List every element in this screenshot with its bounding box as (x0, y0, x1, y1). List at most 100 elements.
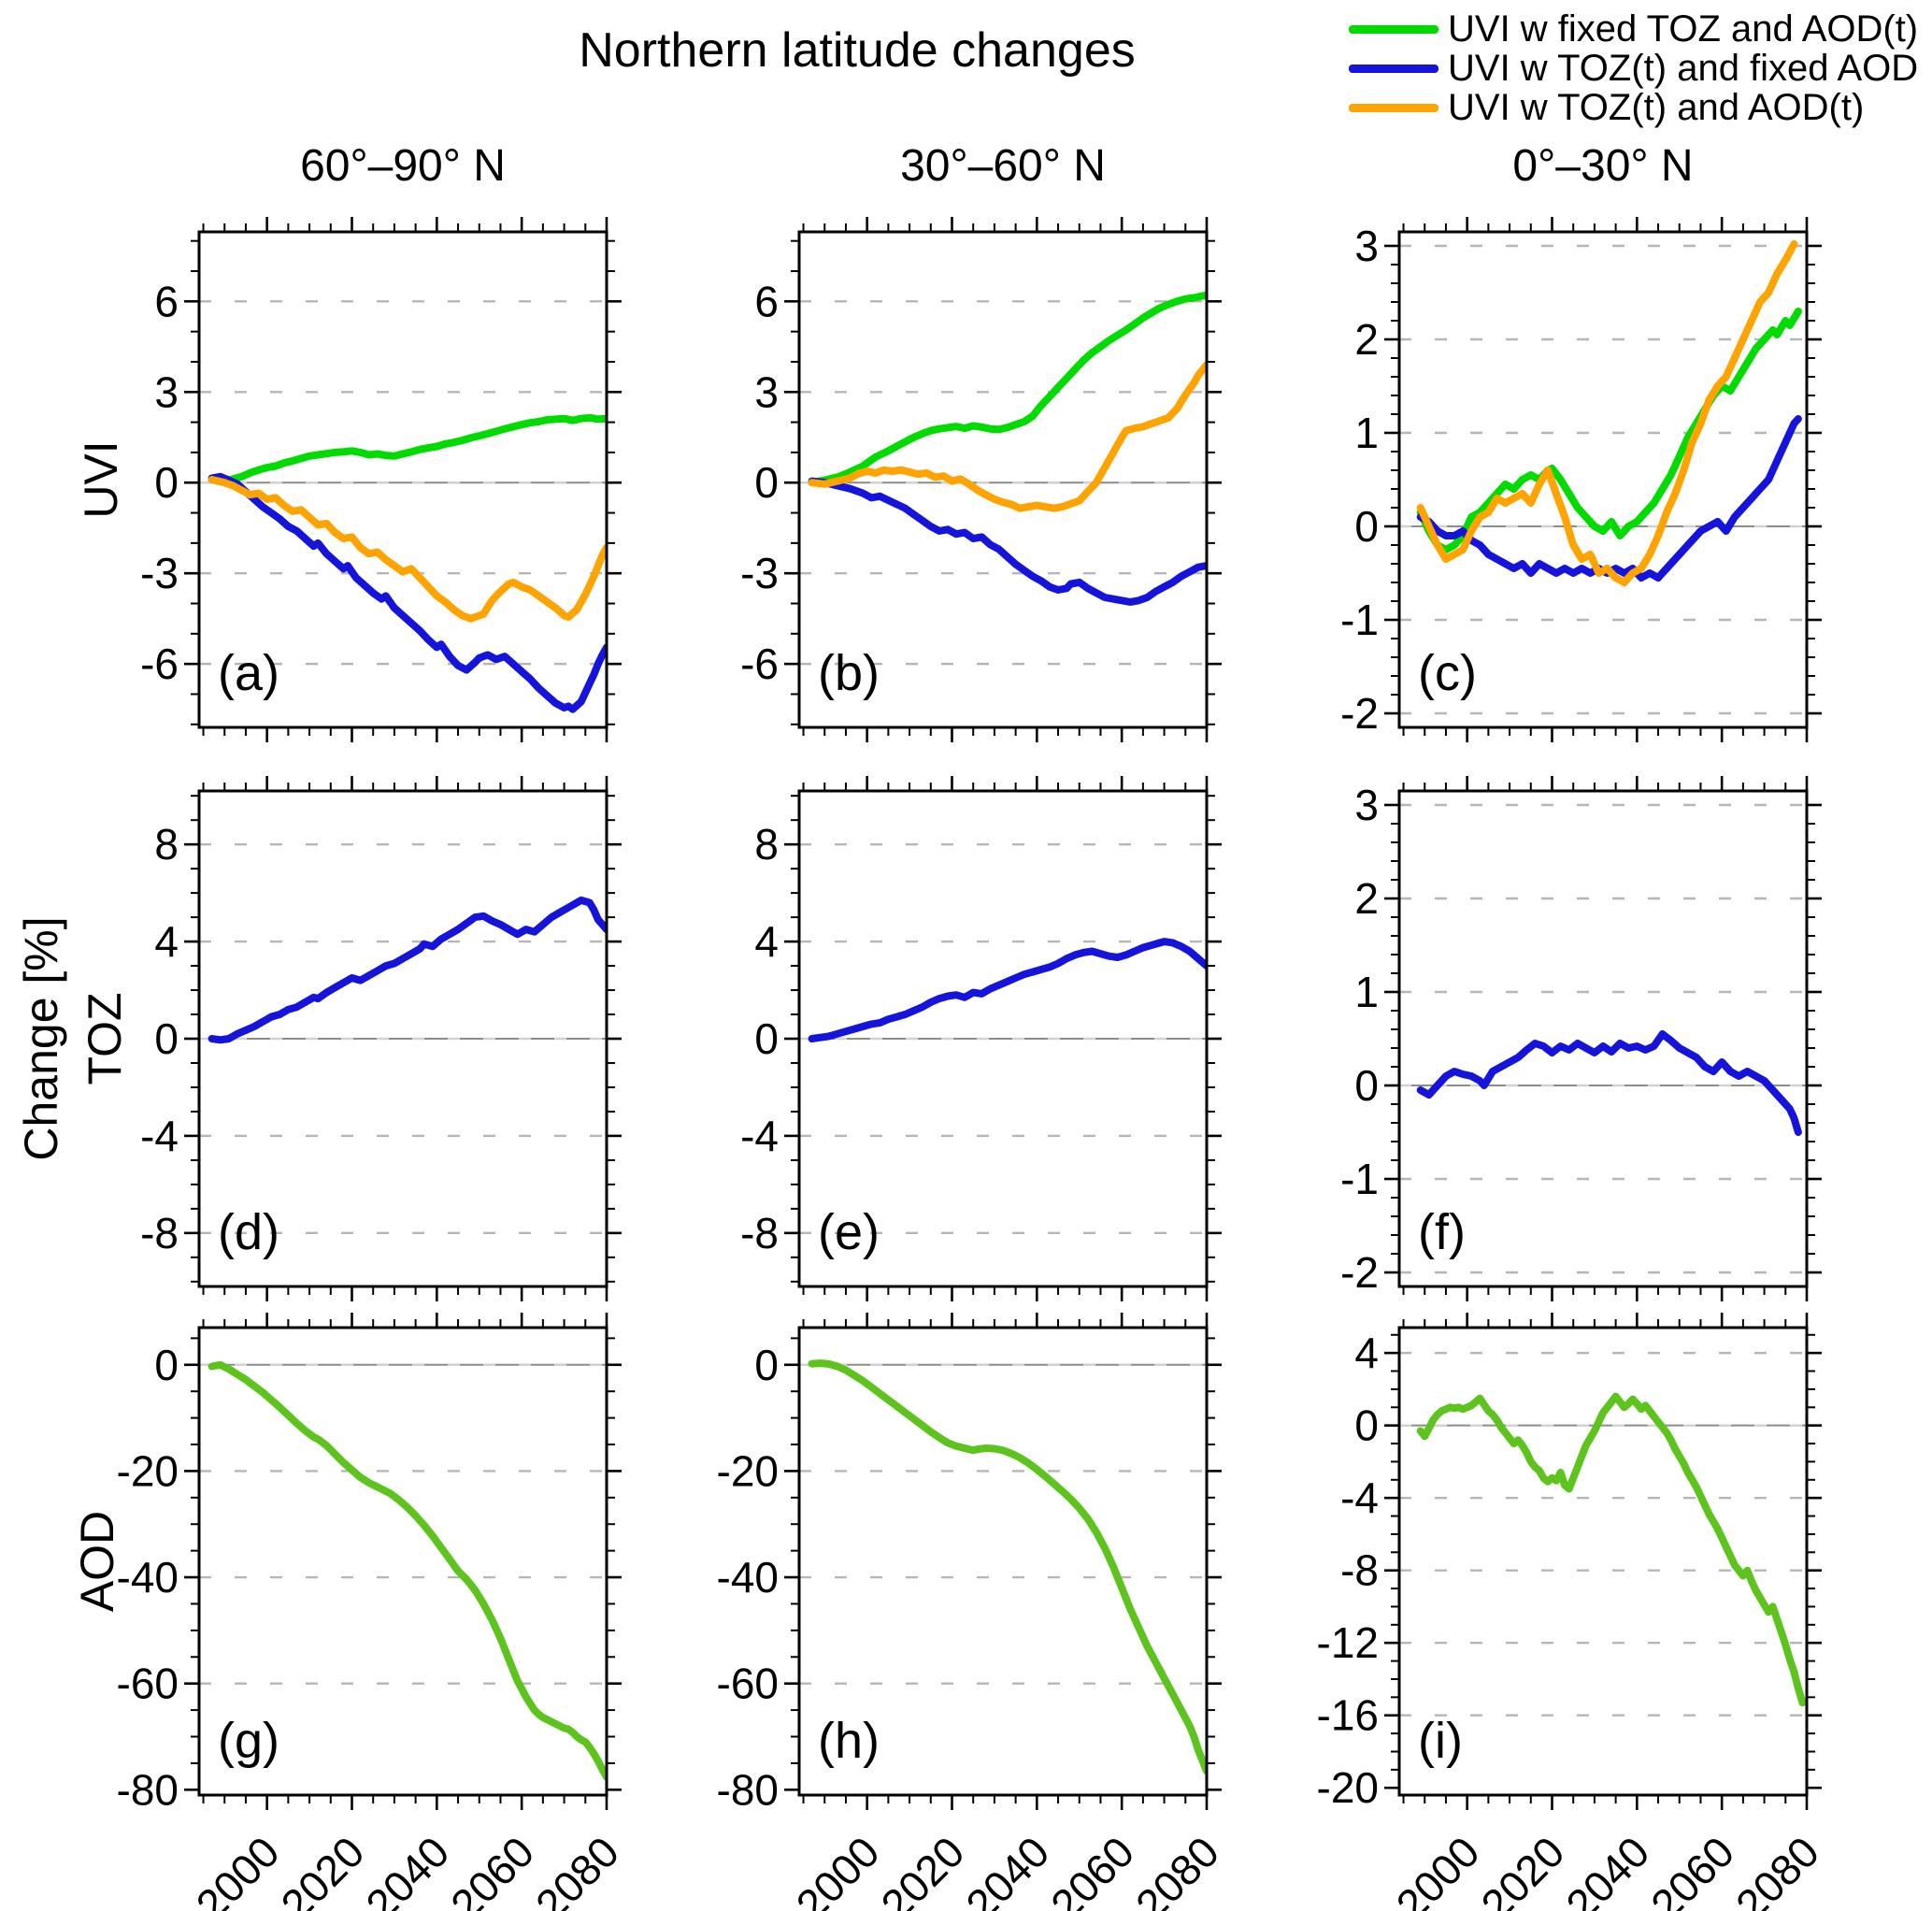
y-tick-label: -2 (1340, 689, 1379, 738)
row-label-uvi: UVI (75, 440, 127, 519)
column-title-60-90N: 60°–90° N (300, 141, 506, 191)
y-tick-label: 0 (154, 458, 179, 507)
panel-letter: (i) (1418, 1713, 1463, 1769)
y-tick-label: 1 (1354, 968, 1379, 1016)
plot-frame (1397, 230, 1809, 729)
y-tick-label: 1 (1354, 409, 1379, 457)
x-tick-label: 2040 (356, 1827, 458, 1911)
y-tick-label: -3 (740, 549, 779, 597)
x-tick-label: 2060 (1041, 1827, 1143, 1911)
panel-e: 8 4 0 -4 -8 (e) (740, 776, 1222, 1301)
x-tick-label: 2000 (1387, 1827, 1489, 1911)
y-tick-label: -80 (717, 1765, 779, 1814)
y-tick-label: -8 (740, 1209, 779, 1257)
x-tick-label: 2040 (956, 1827, 1058, 1911)
x-tick-label: 2080 (1126, 1827, 1228, 1911)
legend-swatch-blue (1349, 64, 1438, 73)
legend-item: UVI w TOZ(t) and AOD(t) (1349, 86, 1918, 128)
y-tick-label: 3 (754, 367, 779, 416)
column-title-0-30N: 0°–30° N (1512, 141, 1694, 191)
series-line-aod_green (208, 1360, 608, 1781)
y-tick-label: 0 (754, 1014, 779, 1063)
y-tick-label: 6 (754, 277, 779, 325)
y-tick-label: 0 (154, 1341, 179, 1389)
legend-label: UVI w TOZ(t) and AOD(t) (1448, 86, 1865, 128)
series-line-blue (1416, 415, 1802, 582)
y-tick-label: -20 (1317, 1763, 1379, 1812)
legend-label: UVI w fixed TOZ and AOD(t) (1448, 7, 1919, 50)
panel-letter: (g) (218, 1713, 279, 1769)
y-tick-label: 4 (154, 917, 179, 966)
y-tick-label: 0 (1354, 502, 1379, 551)
y-tick-label: -6 (740, 639, 779, 688)
panel-f: 3 2 1 0 -1 -2 (f) (1340, 776, 1822, 1301)
y-tick-label: 2 (1354, 315, 1379, 364)
legend-label: UVI w TOZ(t) and fixed AOD (1448, 47, 1919, 89)
panel-letter: (d) (218, 1204, 279, 1260)
x-tick-label: 2020 (271, 1827, 373, 1911)
legend-swatch-green (1349, 24, 1438, 34)
plot-frame (797, 230, 1209, 729)
y-tick-label: 6 (154, 277, 179, 325)
panel-letter: (f) (1418, 1204, 1466, 1260)
y-tick-label: 8 (154, 820, 179, 869)
panel-letter: (a) (218, 645, 279, 701)
x-tick-label: 2000 (187, 1827, 289, 1911)
legend: UVI w fixed TOZ and AOD(t) UVI w TOZ(t) … (1349, 7, 1919, 128)
y-tick-label: -1 (1340, 596, 1379, 644)
plot-frame (197, 230, 608, 729)
y-tick-label: 4 (1354, 1329, 1379, 1377)
y-tick-label: 0 (754, 1341, 779, 1389)
y-tick-label: -4 (1340, 1473, 1379, 1522)
x-tick-label: 2080 (1726, 1827, 1828, 1911)
series-line-aod_green (1416, 1392, 1807, 1707)
y-tick-label: -8 (140, 1209, 179, 1257)
x-tick-label: 2060 (441, 1827, 543, 1911)
plot-frame (197, 1326, 608, 1797)
figure-title: Northern latitude changes (579, 23, 1136, 78)
series-line-green (808, 291, 1208, 487)
series-line-green (1416, 308, 1802, 553)
row-label-toz: TOZ (79, 992, 131, 1085)
x-tick-label: 2000 (787, 1827, 889, 1911)
x-tick-label: 2020 (1471, 1827, 1573, 1911)
plot-frame (1397, 1326, 1809, 1797)
series-line-blue (208, 896, 608, 1044)
y-tick-label: -20 (717, 1446, 779, 1495)
y-tick-label: -8 (1340, 1546, 1379, 1595)
panel-letter: (h) (818, 1713, 880, 1769)
y-tick-label: 0 (754, 458, 779, 507)
x-tick-label: 2080 (526, 1827, 628, 1911)
panel-d: 8 4 0 -4 -8 (d) (140, 776, 622, 1301)
y-tick-label: -4 (740, 1112, 779, 1160)
series-line-aod_green (808, 1359, 1208, 1775)
series-line-green (208, 413, 608, 485)
panel-letter: (c) (1418, 645, 1477, 701)
panel-a: 6 3 0 -3 -6 (a) (140, 217, 622, 742)
y-tick-label: -80 (117, 1765, 179, 1814)
y-tick-label: -60 (117, 1660, 179, 1708)
y-tick-label: 3 (1354, 781, 1379, 829)
x-tick-label: 2020 (871, 1827, 973, 1911)
y-axis-label-change: Change [%] (15, 916, 67, 1161)
series-line-blue (1416, 1030, 1802, 1136)
row-label-aod: AOD (71, 1510, 123, 1613)
plot-frame (797, 1326, 1209, 1797)
series-line-orange (808, 361, 1208, 512)
legend-item: UVI w fixed TOZ and AOD(t) (1349, 7, 1919, 50)
y-tick-label: -16 (1317, 1691, 1379, 1740)
y-tick-label: 0 (1354, 1061, 1379, 1110)
panel-c: 3 2 1 0 -1 -2 (c) (1340, 217, 1822, 742)
y-tick-label: -2 (1340, 1248, 1379, 1297)
plot-frame (1397, 789, 1809, 1288)
y-tick-label: 0 (1354, 1401, 1379, 1450)
legend-item: UVI w TOZ(t) and fixed AOD (1349, 47, 1919, 89)
column-title-30-60N: 30°–60° N (900, 141, 1106, 191)
y-tick-label: -20 (117, 1446, 179, 1495)
panel-b: 6 3 0 -3 -6 (b) (740, 217, 1222, 742)
y-tick-label: 2 (1354, 874, 1379, 923)
